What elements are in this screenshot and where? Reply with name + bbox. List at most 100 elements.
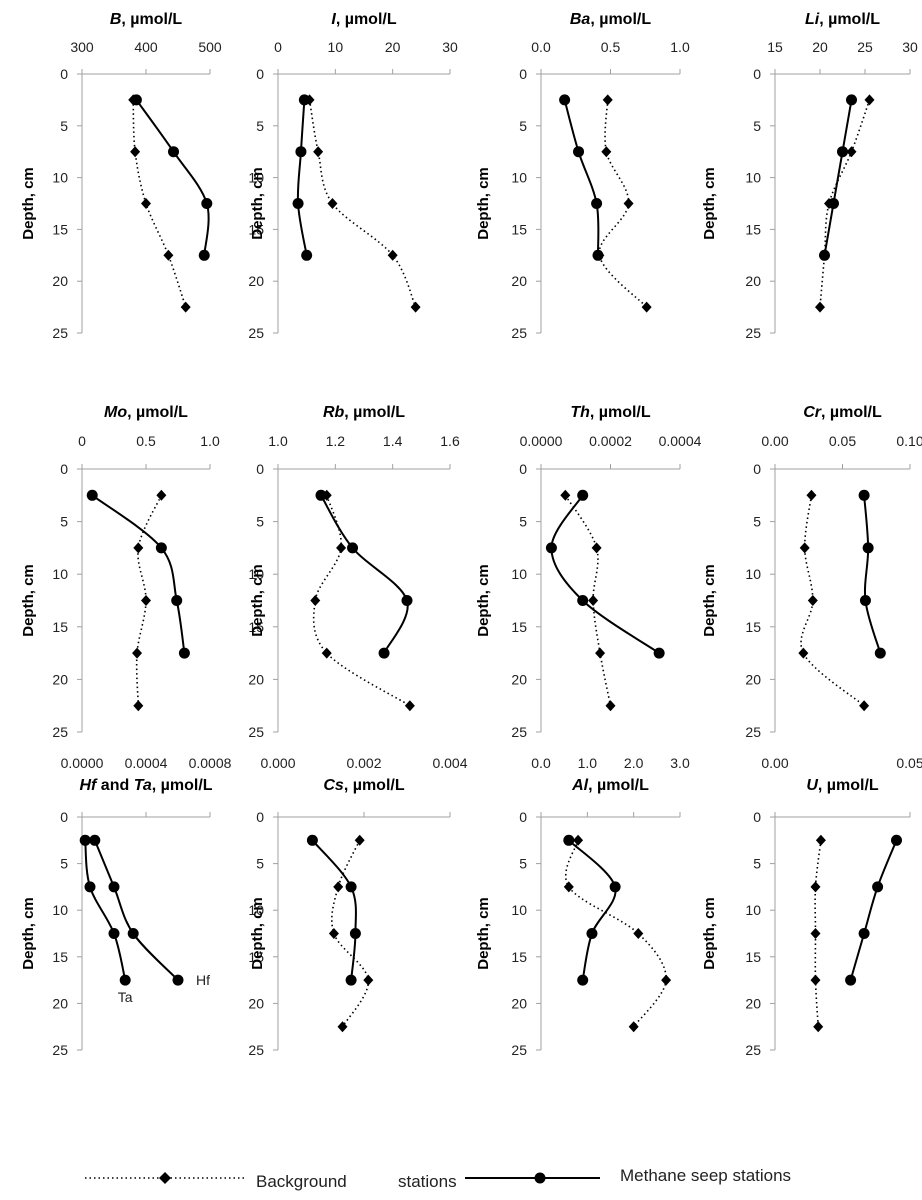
data-point-background: [387, 249, 398, 261]
x-tick-label: 25: [857, 39, 873, 55]
data-point-seep: [858, 489, 870, 501]
title-unit: , µmol/L: [818, 777, 879, 794]
data-point-background: [163, 249, 174, 261]
y-tick-label: 5: [60, 118, 68, 134]
y-tick-label: 10: [248, 170, 264, 186]
data-point-seep: [859, 595, 871, 606]
x-tick-label: 0.05: [829, 433, 856, 449]
y-tick-label: 5: [519, 118, 527, 134]
x-tick-label: 0.10: [896, 433, 922, 449]
data-point-seep: [891, 834, 902, 846]
panel-title: Rb, µmol/L: [323, 404, 405, 421]
y-tick-label: 0: [256, 66, 264, 82]
title-element: Al: [571, 777, 589, 794]
y-tick-label: 25: [52, 1042, 68, 1058]
title-unit: , µmol/L: [152, 777, 213, 794]
y-tick-label: 0: [256, 461, 264, 477]
series-line-seep-1: [311, 839, 357, 981]
y-tick-label: 15: [511, 221, 527, 237]
y-tick-label: 15: [511, 619, 527, 635]
y-axis-label: Depth, cm: [249, 564, 266, 637]
data-point-seep: [298, 94, 310, 106]
data-point-background: [321, 647, 332, 659]
y-tick-label: 0: [519, 461, 527, 477]
panel-3: Li, µmol/L 15 20 25 30 0 5 10 15 20 25 Depth, cm: [701, 11, 918, 341]
data-point-background: [410, 301, 421, 313]
data-point-seep: [86, 489, 98, 501]
y-tick-label: 25: [511, 325, 527, 341]
y-axis-label: Depth, cm: [20, 897, 37, 970]
y-tick-label: 15: [248, 619, 264, 635]
title-element-hf: Hf: [79, 777, 98, 794]
y-tick-label: 20: [511, 273, 527, 289]
data-point-seep: [592, 249, 604, 261]
title-element: Th: [570, 404, 590, 421]
panel-title: Mo, µmol/L: [104, 404, 188, 421]
x-tick-label: 0: [78, 433, 86, 449]
legend: Background stations Methane seep station…: [85, 1166, 791, 1191]
x-tick-label: 1.0: [268, 433, 288, 449]
title-unit: , µmol/L: [819, 11, 880, 28]
data-point-seep: [172, 974, 184, 986]
x-tick-label: 0: [274, 39, 282, 55]
title-unit: , µmol/L: [590, 11, 651, 28]
data-point-seep: [171, 595, 183, 606]
y-tick-label: 5: [753, 514, 761, 530]
y-tick-label: 15: [511, 949, 527, 965]
series-line-background-0: [598, 99, 648, 308]
data-point-seep: [198, 249, 210, 261]
title-unit: , µmol/L: [127, 404, 188, 421]
series-line-background-0: [135, 494, 163, 706]
data-point-seep: [127, 928, 139, 939]
data-point-background: [813, 1021, 824, 1033]
y-tick-label: 25: [248, 325, 264, 341]
y-tick-label: 5: [519, 514, 527, 530]
x-tick-label: 0.5: [136, 433, 156, 449]
panel-4: Mo, µmol/L 0 0.5 1.0 0 5 10 15 20 25 Depth, cm: [20, 404, 220, 740]
data-point-background: [628, 1021, 639, 1033]
data-point-background: [132, 647, 143, 659]
x-tick-label: 0.00: [761, 755, 788, 771]
data-point-seep: [378, 647, 390, 659]
x-tick-label: 0.0008: [189, 755, 232, 771]
data-point-background: [602, 94, 613, 106]
y-tick-label: 5: [256, 514, 264, 530]
series-line-seep-1: [863, 495, 882, 654]
y-tick-label: 15: [248, 949, 264, 965]
data-point-seep: [315, 489, 327, 501]
data-point-seep: [178, 647, 190, 659]
y-tick-label: 10: [248, 566, 264, 582]
y-tick-label: 15: [52, 619, 68, 635]
y-tick-label: 10: [511, 902, 527, 918]
y-tick-label: 0: [60, 809, 68, 825]
title-element: Cs: [323, 777, 344, 794]
x-tick-label: 0.0: [531, 755, 551, 771]
x-tick-label: 0.000: [260, 755, 295, 771]
y-tick-label: 10: [745, 566, 761, 582]
y-tick-label: 25: [52, 724, 68, 740]
data-point-background: [810, 881, 821, 893]
data-point-background: [605, 700, 616, 712]
y-axis-label: Depth, cm: [249, 897, 266, 970]
series-line-seep-1: [823, 99, 853, 256]
series-line-seep-1: [320, 494, 409, 654]
data-point-seep: [301, 249, 313, 261]
series-line-seep-1: [568, 839, 617, 981]
series-line-background-0: [308, 99, 417, 308]
x-tick-label: 0.05: [896, 755, 922, 771]
y-axis-label: Depth, cm: [701, 897, 718, 970]
data-point-seep: [828, 198, 839, 209]
x-tick-label: 0.004: [432, 755, 467, 771]
title-unit: , µmol/L: [344, 777, 405, 794]
data-point-background: [133, 700, 144, 712]
y-axis-label: Depth, cm: [701, 564, 718, 637]
panel-8: Hf and Ta, µmol/L0.0000 0.0004 0.000805101…: [20, 755, 232, 1058]
data-point-seep: [872, 881, 884, 893]
data-point-seep: [845, 974, 857, 986]
panel-title: B, µmol/L: [110, 11, 183, 28]
title-element: Ba: [570, 11, 591, 28]
data-point-seep: [347, 542, 359, 554]
panel-title: U, µmol/L: [806, 777, 879, 794]
legend-background-marker: [159, 1172, 171, 1184]
